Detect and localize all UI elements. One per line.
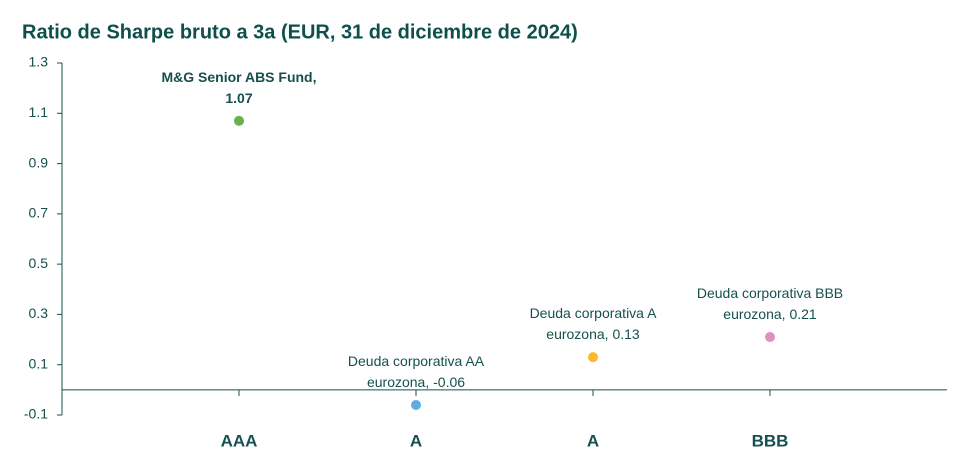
value-label: 0.21 — [789, 306, 817, 323]
data-label: Deuda corporativa AA eurozona, -0.06 — [326, 351, 506, 393]
point — [234, 115, 244, 126]
value-label: 0.13 — [612, 326, 640, 343]
point-name: Deuda corporativa BBB eurozona, — [696, 285, 844, 323]
y-tick-label: 1.3 — [29, 54, 49, 70]
x-tick-label: BBB — [752, 431, 789, 450]
y-tick-label: 0.7 — [29, 205, 49, 221]
x-tick-label: A — [410, 431, 422, 450]
y-tick-label: -0.1 — [24, 406, 48, 422]
data-label: Deuda corporativa A eurozona, 0.13 — [503, 303, 683, 345]
point — [765, 332, 775, 343]
value-label: 1.07 — [225, 89, 253, 106]
point-name: Deuda corporativa AA eurozona, — [347, 352, 485, 390]
y-tick-label: 0.5 — [29, 255, 49, 271]
y-tick-label: 0.1 — [29, 355, 49, 371]
x-tick-label: AAA — [221, 431, 258, 450]
chart-title: Ratio de Sharpe bruto a 3a (EUR, 31 de d… — [22, 21, 578, 43]
point-name: M&G Senior ABS Fund, — [161, 68, 317, 85]
point — [588, 352, 598, 363]
y-tick-label: 0.9 — [29, 154, 49, 170]
data-label: Deuda corporativa BBB eurozona, 0.21 — [680, 283, 860, 325]
x-tick-label: A — [587, 431, 599, 450]
value-label: -0.06 — [433, 373, 466, 390]
y-tick-label: 0.3 — [29, 305, 49, 321]
point — [411, 399, 421, 410]
y-tick-label: 1.1 — [29, 104, 49, 120]
point-name: Deuda corporativa A eurozona, — [529, 305, 657, 343]
data-label: M&G Senior ABS Fund, 1.07 — [149, 67, 329, 109]
